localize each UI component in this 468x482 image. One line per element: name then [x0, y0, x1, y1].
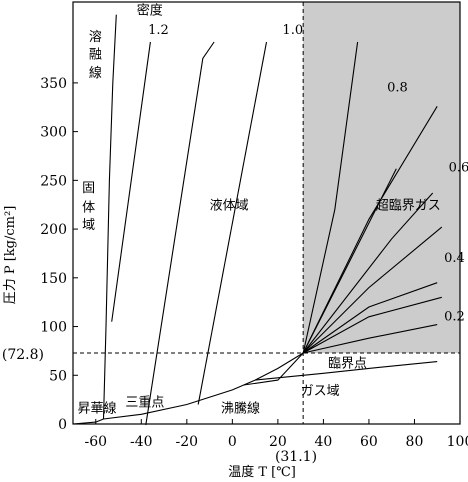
series-line-7	[243, 352, 304, 386]
x-tick-label: -40	[130, 434, 153, 450]
series-line-15	[303, 324, 438, 354]
x-tick-label: 60	[360, 434, 378, 450]
x-tick-label: 0	[228, 434, 237, 450]
annotation-label: 域	[82, 218, 95, 233]
x-tick-label: 20	[269, 434, 287, 450]
x-axis-label: 温度 T [℃]	[228, 464, 296, 480]
annotation-label: 0.8	[387, 81, 408, 96]
x-tick-label: -60	[84, 434, 107, 450]
annotation-label: 沸騰線	[221, 400, 260, 416]
annotation-label: 0.6	[449, 161, 468, 176]
y-tick-label: 350	[40, 76, 67, 92]
series-line-12	[302, 226, 443, 354]
critical-temperature-label: (31.1)	[275, 449, 317, 465]
series-line-14	[302, 296, 442, 354]
tick-label-layer: -60 -40 -20 0 20 40 60 80 100 0 50 100 150 200 250 300 3…	[40, 76, 468, 450]
annotation-label: ガス域	[301, 384, 340, 399]
series-line-8	[302, 41, 359, 354]
annotation-label: 固	[82, 181, 95, 196]
x-tick-label: 100	[447, 434, 468, 450]
x-tick-label: 40	[314, 434, 332, 450]
series-line-6	[197, 41, 268, 405]
series-line-10	[302, 106, 438, 354]
x-tick-label: -20	[176, 434, 199, 450]
annotation-label: 臨界点	[328, 356, 367, 371]
y-tick-label: 50	[49, 368, 67, 384]
series-line-1	[102, 14, 117, 420]
annotation-label: 融	[89, 48, 102, 63]
x-tick-label: 80	[406, 434, 424, 450]
series-layer	[72, 14, 443, 426]
plot-frame	[72, 1, 461, 425]
supercritical-region	[303, 2, 460, 354]
y-tick-label: 250	[40, 173, 67, 189]
y-tick-label: 150	[40, 271, 67, 287]
annotation-label: 昇華線	[78, 400, 117, 416]
series-line-5	[145, 41, 215, 426]
critical-pressure-label: (72.8)	[2, 347, 44, 363]
annotation-label: 1.2	[148, 23, 169, 38]
series-line-4	[111, 41, 151, 322]
annotation-label: 0.2	[444, 310, 465, 325]
series-line-2	[103, 352, 304, 420]
annotation-label: 1.0	[282, 23, 303, 38]
series-line-3	[255, 361, 438, 381]
annotation-label: 密度	[137, 3, 163, 19]
annotation-label: 液体域	[210, 199, 249, 214]
y-tick-label: 0	[58, 417, 67, 433]
series-line-0	[72, 418, 104, 425]
annotation-label: 0.4	[444, 251, 465, 266]
annotation-label: 超臨界ガス	[376, 199, 441, 214]
annotation-label: 三重点	[125, 394, 164, 410]
y-axis-label: 圧力 P [kg/cm²]	[3, 206, 18, 305]
annotation-label: 線	[89, 65, 102, 81]
series-line-13	[302, 282, 438, 354]
y-tick-label: 300	[40, 125, 67, 141]
axis-layer	[72, 1, 461, 425]
annotation-label: 溶	[89, 30, 102, 45]
shade-layer	[303, 2, 460, 354]
y-tick-label: 100	[40, 320, 67, 336]
annotation-label: 体	[82, 201, 95, 216]
y-tick-label: 200	[40, 222, 67, 238]
series-line-11	[302, 192, 434, 354]
